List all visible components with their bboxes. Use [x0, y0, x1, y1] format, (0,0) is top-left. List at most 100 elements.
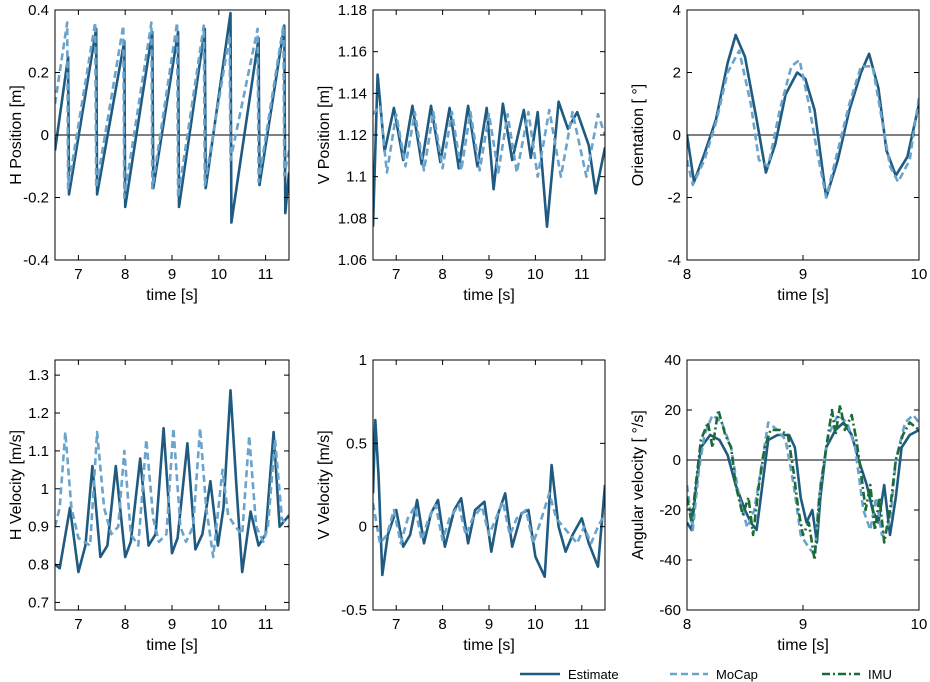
y-tick-label: 0.5: [346, 435, 367, 452]
x-tick-label: 11: [574, 266, 590, 283]
y-tick-label: 0.2: [28, 65, 49, 82]
x-tick-label: 10: [527, 616, 544, 633]
x-tick-label: 7: [392, 266, 400, 283]
x-tick-label: 10: [527, 266, 544, 283]
y-axis-label: H Velocity [m/s]: [8, 430, 25, 540]
y-tick-label: 0: [673, 452, 681, 469]
y-tick-label: -0.2: [23, 190, 49, 207]
series-line-mocap: [373, 104, 605, 178]
y-tick-label: 1: [41, 481, 49, 498]
x-axis-label: time [s]: [146, 637, 198, 654]
x-tick-label: 9: [799, 616, 807, 633]
y-tick-label: 1: [359, 352, 367, 369]
x-tick-label: 7: [74, 616, 82, 633]
y-tick-label: 1.14: [338, 85, 367, 102]
series-line-estimate: [687, 33, 919, 199]
x-tick-label: 8: [683, 266, 691, 283]
series-line-estimate: [373, 418, 605, 578]
series-line-estimate: [687, 421, 919, 544]
y-tick-label: 0: [673, 127, 681, 144]
x-tick-label: 9: [799, 266, 807, 283]
series-line-mocap: [55, 21, 289, 199]
x-tick-label: 8: [438, 266, 446, 283]
panel-orientation: 8 9 10 -4 -2 0 2 4 time [s] Orientation [ °]: [630, 2, 927, 304]
y-tick-label: 0: [41, 127, 49, 144]
y-tick-label: -40: [659, 552, 681, 569]
y-tick-label: 4: [673, 2, 681, 19]
x-tick-label: 9: [168, 266, 176, 283]
y-tick-label: 1.16: [338, 44, 367, 61]
x-tick-label: 7: [74, 266, 82, 283]
x-tick-label: 10: [911, 266, 928, 283]
x-tick-label: 11: [574, 616, 590, 633]
x-axis-label: time [s]: [463, 287, 515, 304]
series-group: [373, 73, 605, 228]
x-tick-label: 10: [911, 616, 928, 633]
y-tick-label: 0: [359, 519, 367, 536]
x-tick-label: 8: [121, 266, 129, 283]
y-tick-label: -0.4: [23, 252, 49, 269]
series-group: [55, 389, 289, 574]
x-tick-label: 10: [210, 616, 227, 633]
panel-h-position: 7 8 9 10 11 -0.4 -0.2 0 0.2 0.4 time [s] H Position…: [8, 2, 290, 304]
series-group: [373, 418, 605, 578]
x-tick-label: 10: [210, 266, 227, 283]
series-line-imu: [687, 403, 919, 562]
x-tick-label: 8: [683, 616, 691, 633]
y-tick-label: -0.5: [341, 602, 367, 619]
y-tick-label: 20: [664, 402, 681, 419]
y-tick-label: -20: [659, 502, 681, 519]
legend-label-estimate: Estimate: [568, 667, 619, 682]
x-tick-label: 9: [485, 616, 493, 633]
x-tick-label: 8: [438, 616, 446, 633]
x-axis-label: time [s]: [463, 637, 515, 654]
y-tick-label: 0.8: [28, 557, 49, 574]
y-axis-label: Angular velocity [ °/s]: [630, 410, 647, 560]
x-tick-label: 9: [485, 266, 493, 283]
legend-label-imu: IMU: [868, 667, 892, 682]
y-tick-label: 1.2: [28, 405, 49, 422]
series-line-mocap: [687, 49, 919, 199]
x-tick-label: 8: [121, 616, 129, 633]
series-group: [687, 33, 919, 199]
y-axis-label: H Position [m]: [8, 85, 25, 185]
panel-angular-velocity: 8 9 10 -60 -40 -20 0 20 40 time [s] Angular veloci…: [630, 352, 927, 654]
legend-label-mocap: MoCap: [716, 667, 758, 682]
series-line-estimate: [373, 73, 605, 228]
x-axis-label: time [s]: [146, 287, 198, 304]
y-tick-label: 1.08: [338, 210, 367, 227]
x-axis-label: time [s]: [777, 287, 829, 304]
y-tick-label: 40: [664, 352, 681, 369]
x-tick-label: 7: [392, 616, 400, 633]
y-tick-label: 1.1: [346, 169, 367, 186]
series-line-mocap: [55, 426, 289, 559]
y-tick-label: 1.1: [28, 443, 49, 460]
series-group: [687, 403, 919, 562]
y-tick-label: -60: [659, 602, 681, 619]
axes-frame: [372, 359, 606, 611]
panel-v-position: 7 8 9 10 11 1.06 1.08 1.1 1.12 1.14 1.16 1.18 time […: [316, 2, 606, 304]
y-tick-label: 1.18: [338, 2, 367, 19]
y-tick-label: 1.12: [338, 127, 367, 144]
panel-h-velocity: 7 8 9 10 11 0.7 0.8 0.9 1 1.1 1.2 1.3 time [s] H Velo…: [8, 359, 290, 654]
x-tick-label: 11: [258, 266, 274, 283]
y-axis-label: V Velocity [m/s]: [316, 430, 333, 539]
series-line-estimate: [55, 11, 289, 224]
y-tick-label: -2: [668, 190, 681, 207]
y-tick-label: 1.06: [338, 252, 367, 269]
y-axis-label: Orientation [ °]: [630, 84, 647, 186]
y-axis-label: V Position [m]: [316, 86, 333, 185]
y-tick-label: 0.7: [28, 594, 49, 611]
x-tick-label: 9: [168, 616, 176, 633]
y-tick-label: 0.4: [28, 2, 49, 19]
y-tick-label: 2: [673, 65, 681, 82]
x-tick-label: 11: [258, 616, 274, 633]
x-axis-label: time [s]: [777, 637, 829, 654]
panel-v-velocity: 7 8 9 10 11 -0.5 0 0.5 1 time [s] V Velocity [m/s]: [316, 352, 606, 654]
y-tick-label: 1.3: [28, 367, 49, 384]
series-line-mocap: [373, 492, 605, 545]
y-tick-label: -4: [668, 252, 681, 269]
y-tick-label: 0.9: [28, 519, 49, 536]
legend: Estimate MoCap IMU: [520, 667, 892, 682]
